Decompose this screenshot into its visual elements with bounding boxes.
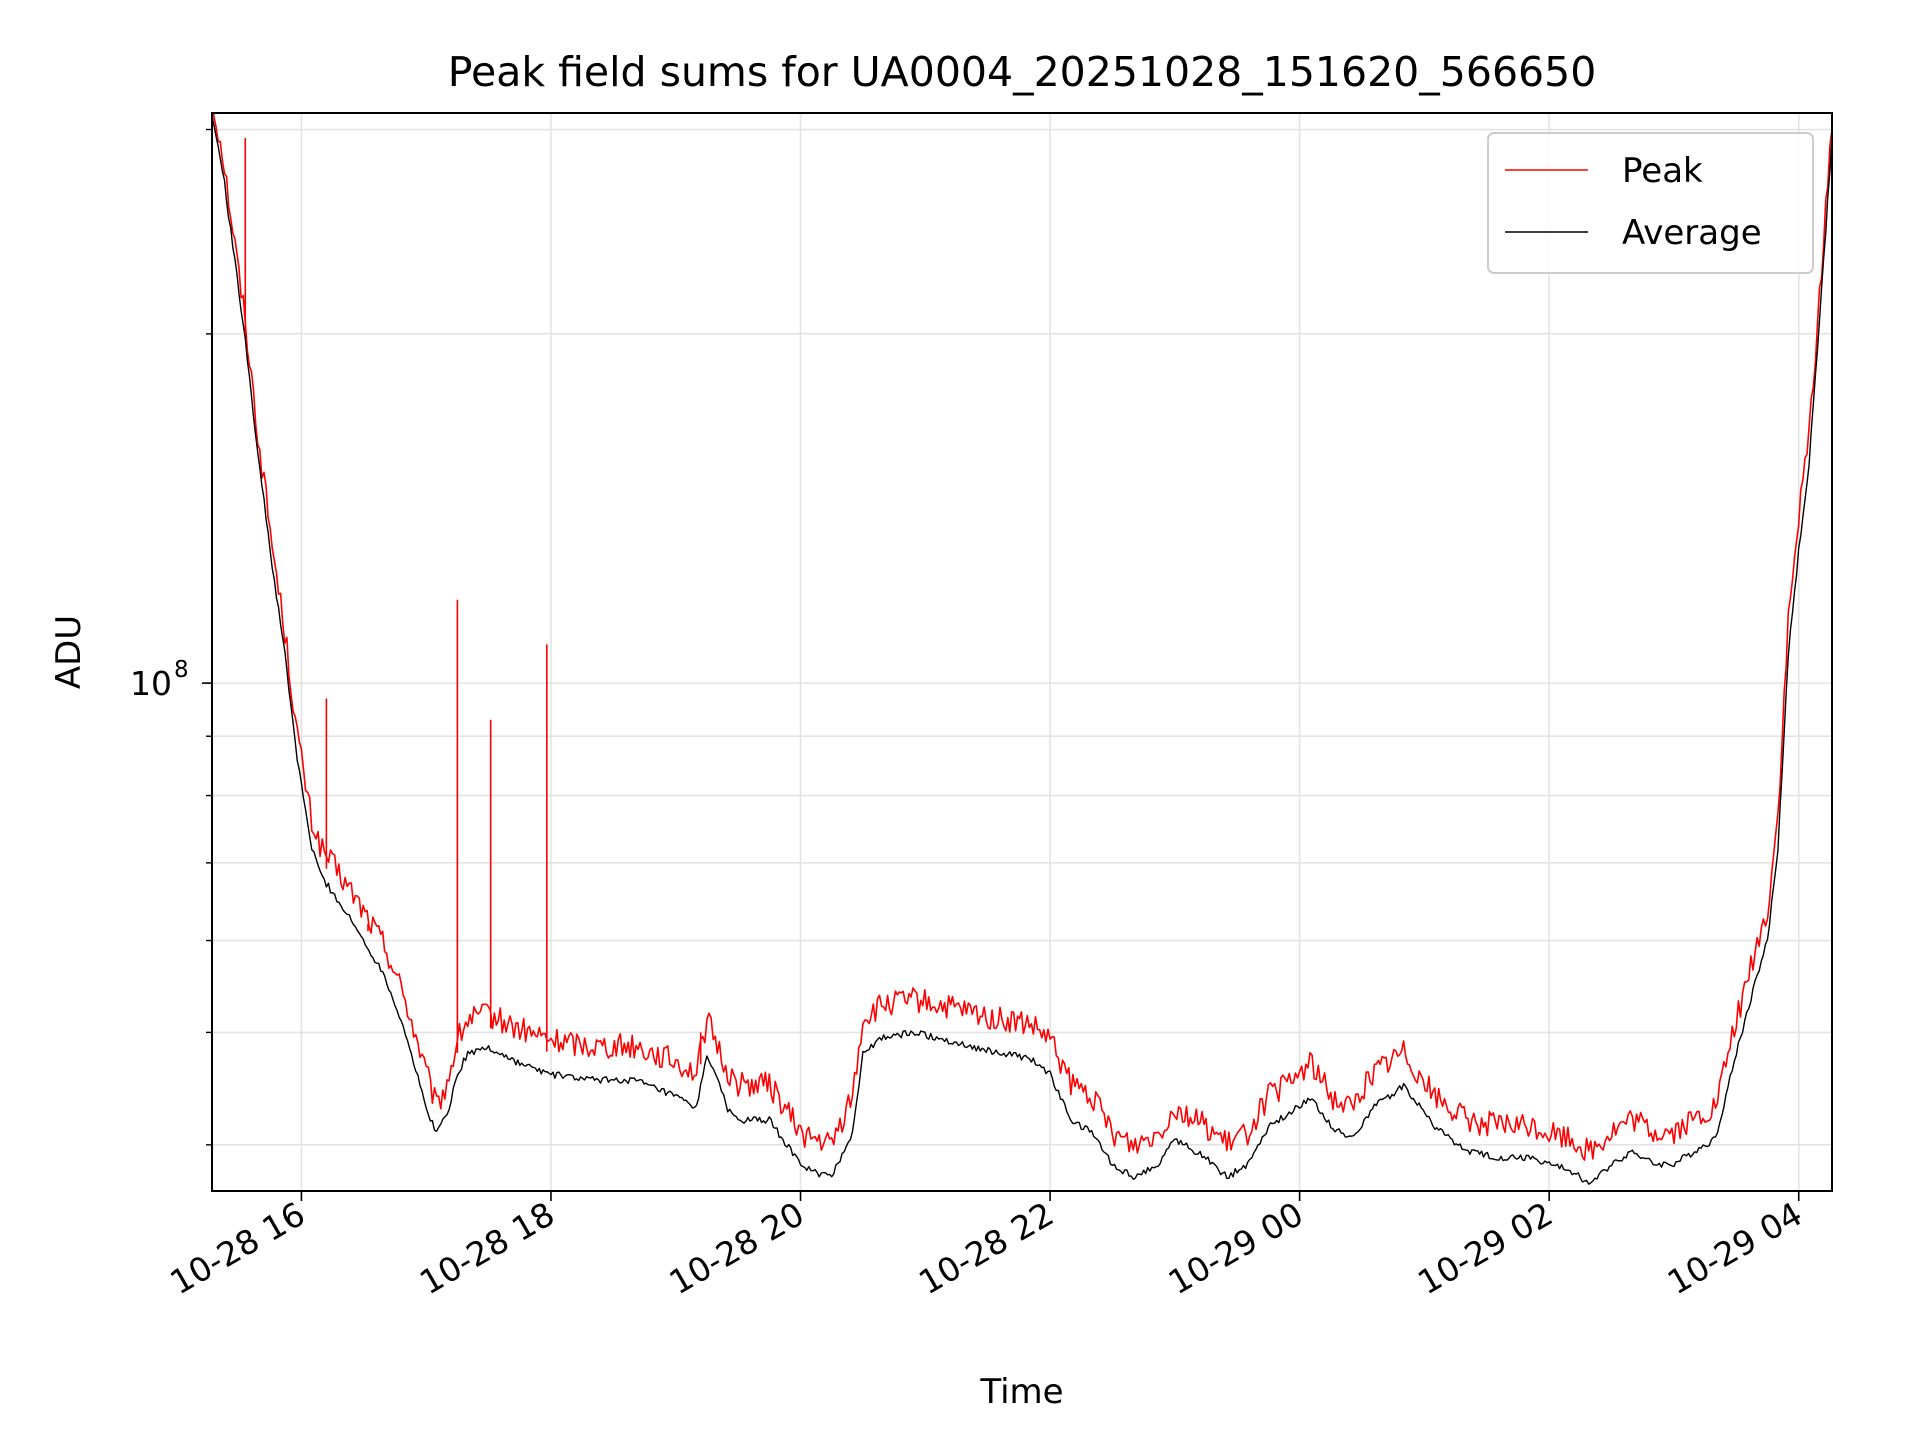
plot-frame <box>211 112 1833 1192</box>
chart-title: Peak field sums for UA0004_20251028_1516… <box>448 48 1597 96</box>
legend-label-peak: Peak <box>1622 151 1703 191</box>
y-tick-label: 10 <box>130 664 172 703</box>
series-line-peak <box>212 113 1832 1161</box>
x-axis-label: Time <box>979 1372 1063 1412</box>
y-tick-label-exponent: 8 <box>174 657 189 683</box>
y-tick-label-base: 10 <box>130 664 172 703</box>
legend-label-average: Average <box>1622 213 1762 253</box>
grid <box>212 113 1832 1191</box>
legend: Peak Average <box>1487 132 1814 274</box>
y-axis-label: ADU <box>49 615 89 689</box>
legend-box <box>1487 132 1814 274</box>
series-layer <box>212 113 1832 1185</box>
series-line-average <box>212 116 1832 1185</box>
